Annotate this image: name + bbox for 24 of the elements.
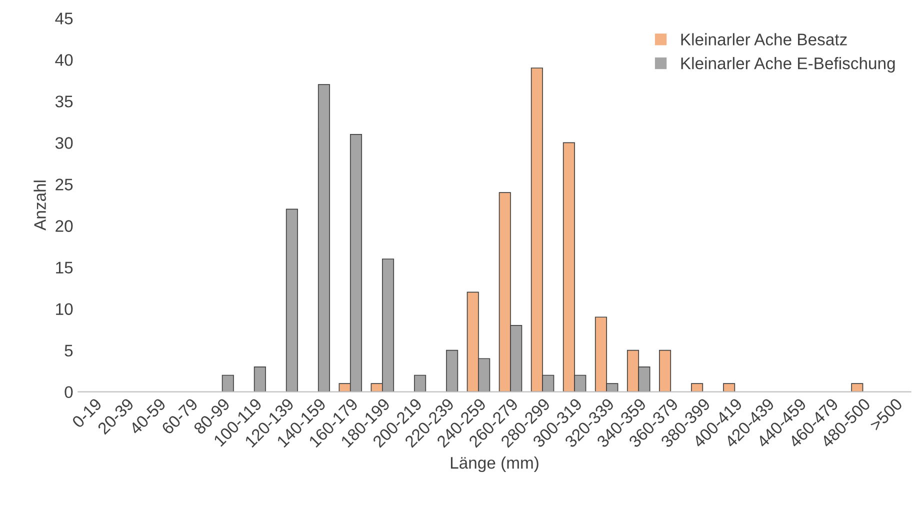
y-tick-label: 0 [64, 386, 73, 398]
bar [222, 374, 234, 392]
bar [318, 84, 330, 392]
bar [851, 383, 864, 392]
y-tick-label: 20 [56, 220, 73, 232]
legend-label: Kleinarler Ache E-Befischung [681, 57, 895, 73]
bar [414, 374, 426, 392]
bar [446, 350, 458, 392]
legend-label: Kleinarler Ache Besatz [681, 33, 847, 46]
bar [286, 208, 298, 392]
y-tick-label: 45 [55, 12, 73, 24]
y-tick-label: 10 [56, 303, 73, 316]
bar [691, 383, 704, 392]
bar [723, 383, 736, 392]
y-tick-label: 5 [64, 344, 73, 357]
y-tick-label: 40 [55, 54, 73, 66]
y-tick-label: 30 [55, 137, 73, 149]
bar [254, 366, 266, 392]
bar [659, 350, 672, 392]
y-tick-label: 25 [56, 178, 73, 190]
x-axis-title: Länge (mm) [450, 456, 538, 472]
y-axis-title: Anzahl [34, 180, 46, 230]
y-tick-label: 15 [56, 262, 73, 274]
y-tick-label: 35 [55, 96, 73, 108]
